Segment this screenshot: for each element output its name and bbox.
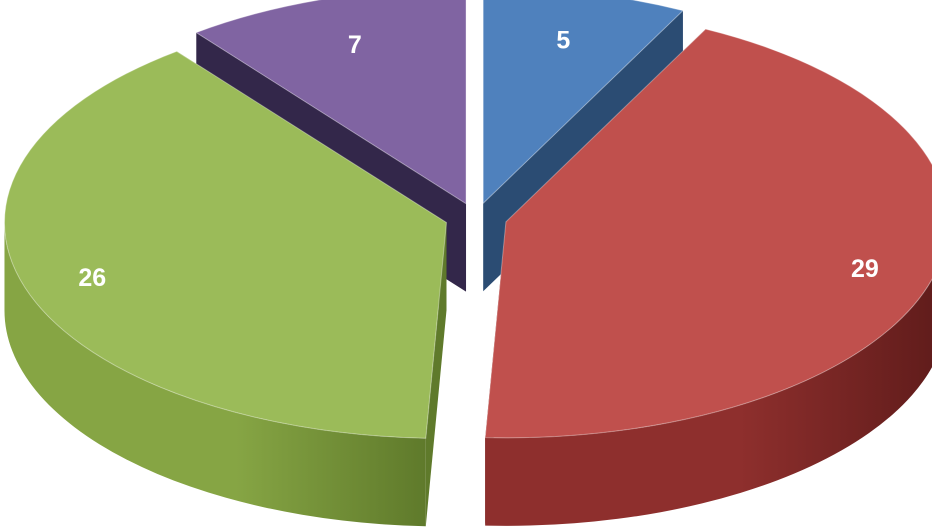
pie-slice-1 bbox=[484, 28, 932, 439]
pie-slice-0 bbox=[482, 0, 684, 205]
pie-label-0: 5 bbox=[556, 26, 570, 54]
pie-top-faces bbox=[4, 0, 932, 439]
pie-data-labels: 5 29 26 7 bbox=[78, 26, 878, 292]
pie-slice-3 bbox=[195, 0, 467, 205]
pie-slice-1-outer-wall bbox=[485, 279, 932, 526]
pie-slice-2-outer-wall bbox=[4, 222, 426, 527]
pie-label-1: 29 bbox=[851, 255, 879, 283]
pie-label-3: 7 bbox=[348, 31, 362, 59]
pie-label-2: 26 bbox=[78, 264, 106, 292]
pie-slice-2 bbox=[4, 50, 448, 439]
